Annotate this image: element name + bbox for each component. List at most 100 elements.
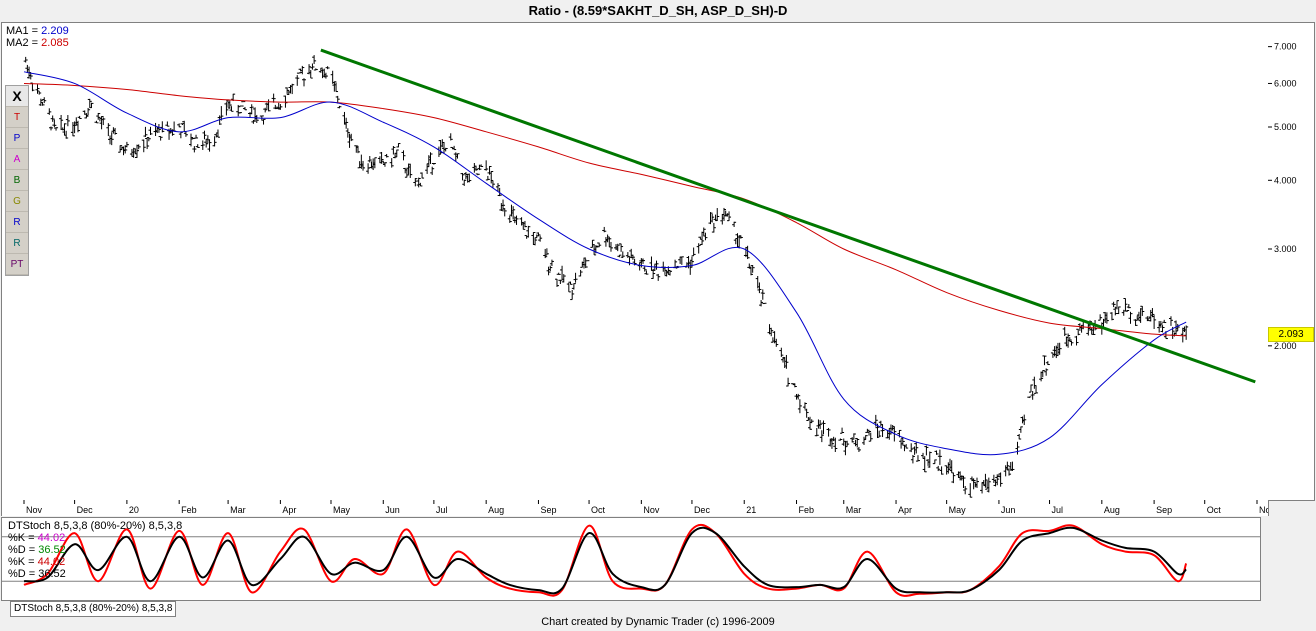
ohlc-bar xyxy=(124,141,129,148)
ohlc-bar xyxy=(711,222,716,233)
ohlc-bar xyxy=(455,153,460,159)
ohlc-bar xyxy=(204,138,209,148)
ohlc-bar xyxy=(106,123,111,137)
stoch-d2-legend: %D = 36.52 xyxy=(8,568,66,580)
stochastic-tab[interactable]: DTStoch 8,5,3,8 (80%-20%) 8,5,3,8 xyxy=(10,601,177,617)
ohlc-bar xyxy=(821,420,826,435)
ohlc-bar xyxy=(47,108,52,115)
ohlc-bar xyxy=(1045,361,1050,366)
ohlc-bar xyxy=(1115,300,1120,310)
ohlc-bar xyxy=(242,106,247,111)
date-tick-label: Feb xyxy=(181,505,197,515)
date-tick-label: Feb xyxy=(799,505,815,515)
ma2-line xyxy=(23,82,1187,337)
ohlc-bar xyxy=(696,243,701,254)
pt-tool[interactable]: PT xyxy=(6,254,28,275)
ohlc-bar xyxy=(308,70,313,79)
ohlc-bar xyxy=(285,87,290,94)
ohlc-bar xyxy=(877,430,882,438)
ohlc-bar xyxy=(558,279,563,284)
pt-icon: PT xyxy=(10,258,24,270)
ohlc-bar xyxy=(796,393,801,400)
ohlc-bar xyxy=(460,172,465,181)
ohlc-bar xyxy=(838,438,843,441)
ohlc-bar xyxy=(484,160,489,171)
date-tick-label: Mar xyxy=(846,505,862,515)
date-tick-label: Jun xyxy=(385,505,400,515)
ohlc-bar xyxy=(158,136,163,141)
ohlc-bar xyxy=(617,254,622,258)
ohlc-bar xyxy=(254,114,259,124)
ohlc-bar xyxy=(915,455,920,462)
date-tick-label: Aug xyxy=(488,505,504,515)
stochastic-pane[interactable]: DTStoch 8,5,3,8 (80%-20%) 8,5,3,8 %K = 4… xyxy=(1,517,1261,601)
ohlc-bar xyxy=(146,137,151,142)
ohlc-bar xyxy=(597,242,602,248)
ohlc-bar xyxy=(779,347,784,357)
ratio-tool-g[interactable]: G xyxy=(6,191,28,212)
ohlc-bar xyxy=(904,444,909,449)
date-tick-label: May xyxy=(333,505,351,515)
ratio-tool-b[interactable]: B xyxy=(6,170,28,191)
trend-tool[interactable]: T xyxy=(6,107,28,128)
ohlc-bar xyxy=(200,140,205,150)
ohlc-bar xyxy=(581,257,586,269)
ohlc-bar xyxy=(313,68,318,71)
ohlc-bar xyxy=(278,104,283,110)
ohlc-bar xyxy=(99,116,104,130)
ohlc-bar xyxy=(983,473,988,488)
ohlc-bar xyxy=(443,147,448,152)
ohlc-bar xyxy=(937,449,942,465)
ohlc-bar xyxy=(323,72,328,79)
ohlc-bar xyxy=(1062,326,1067,337)
ratio-tool-r2[interactable]: R xyxy=(6,233,28,254)
ohlc-bar xyxy=(195,144,200,148)
ohlc-bar xyxy=(630,254,635,260)
date-tick-label: 20 xyxy=(129,505,139,515)
ohlc-bar xyxy=(141,139,146,153)
ohlc-bar xyxy=(379,151,384,164)
ohlc-bar xyxy=(479,164,484,167)
ohlc-bar xyxy=(1098,314,1103,321)
ohlc-bar xyxy=(566,282,571,293)
ohlc-bar xyxy=(94,120,99,124)
ohlc-bar xyxy=(568,281,573,285)
ohlc-bar xyxy=(118,145,123,153)
ohlc-bar xyxy=(700,231,705,246)
ratio-tool-a[interactable]: A xyxy=(6,149,28,170)
ohlc-bar xyxy=(533,237,538,246)
ohlc-bar xyxy=(578,269,583,277)
price-chart-pane[interactable]: MA1 = 2.209 MA2 = 2.085 X T P A B G R R PT xyxy=(1,22,1269,501)
ohlc-bar xyxy=(1057,342,1062,355)
ohlc-bar xyxy=(1005,461,1010,471)
price-tick-label: 5.000 xyxy=(1274,122,1297,132)
parallel-tool[interactable]: P xyxy=(6,128,28,149)
date-tick-label: Oct xyxy=(591,505,606,515)
ohlc-bar xyxy=(183,131,188,137)
ohlc-bar xyxy=(70,122,75,137)
ohlc-bar xyxy=(37,90,42,95)
ohlc-bar xyxy=(495,183,500,192)
ohlc-bar xyxy=(924,445,929,456)
date-tick-label: May xyxy=(949,505,967,515)
stoch-d2-value: 36.52 xyxy=(38,568,66,580)
close-tool[interactable]: X xyxy=(6,86,28,107)
date-tick-label: Dec xyxy=(77,505,94,515)
ohlc-bar xyxy=(654,260,659,270)
ohlc-bar xyxy=(1074,335,1079,346)
ohlc-bar xyxy=(909,443,914,453)
ohlc-bar xyxy=(474,165,479,171)
ohlc-bar xyxy=(668,270,673,276)
ohlc-bar xyxy=(1022,414,1027,426)
ohlc-bar xyxy=(1010,461,1015,471)
ohlc-bar xyxy=(207,139,212,152)
trendline[interactable] xyxy=(320,48,1256,384)
ohlc-bar xyxy=(101,117,106,126)
ohlc-bar xyxy=(644,270,649,275)
ohlc-bar xyxy=(86,107,91,116)
ohlc-bar xyxy=(227,100,232,109)
date-tick-label: Apr xyxy=(282,505,296,515)
ohlc-bar xyxy=(971,478,976,490)
ohlc-bar xyxy=(224,102,229,116)
ratio-tool-r[interactable]: R xyxy=(6,212,28,233)
